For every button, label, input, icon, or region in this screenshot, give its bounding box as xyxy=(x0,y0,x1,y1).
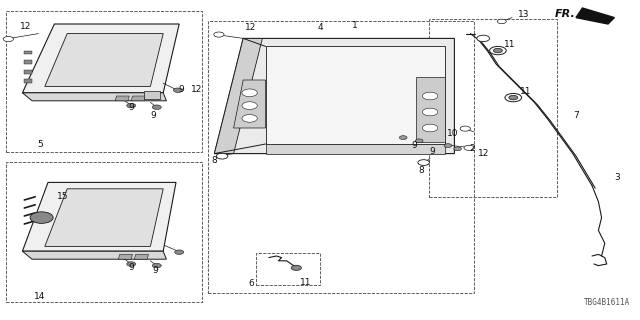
Text: 14: 14 xyxy=(34,292,45,301)
Bar xyxy=(24,51,32,54)
Text: 15: 15 xyxy=(57,192,68,201)
Bar xyxy=(24,70,32,74)
Circle shape xyxy=(490,46,506,55)
Circle shape xyxy=(3,36,13,42)
Polygon shape xyxy=(45,189,163,246)
Text: 7: 7 xyxy=(573,111,579,120)
Text: 9: 9 xyxy=(129,263,134,272)
Circle shape xyxy=(464,145,474,150)
Text: 11: 11 xyxy=(504,40,516,49)
Text: 12: 12 xyxy=(245,23,257,32)
Circle shape xyxy=(242,102,257,109)
Text: 9: 9 xyxy=(429,147,435,156)
Circle shape xyxy=(497,19,506,24)
Circle shape xyxy=(242,115,257,122)
Circle shape xyxy=(454,147,461,151)
Text: 10: 10 xyxy=(447,129,459,138)
Text: 4: 4 xyxy=(317,23,323,32)
Text: FR.: FR. xyxy=(556,9,576,20)
Polygon shape xyxy=(22,93,166,101)
Text: 9: 9 xyxy=(179,85,184,94)
Polygon shape xyxy=(214,38,262,154)
Circle shape xyxy=(399,136,407,140)
Polygon shape xyxy=(115,96,129,101)
Text: TBG4B1611A: TBG4B1611A xyxy=(584,298,630,307)
Circle shape xyxy=(422,92,438,100)
Text: 12: 12 xyxy=(20,22,31,31)
Circle shape xyxy=(415,139,423,143)
Polygon shape xyxy=(266,46,445,144)
Circle shape xyxy=(30,212,53,223)
Circle shape xyxy=(127,103,136,108)
Bar xyxy=(208,21,474,293)
Text: 12: 12 xyxy=(477,149,489,158)
Circle shape xyxy=(152,263,161,268)
Text: 2: 2 xyxy=(470,144,475,153)
Bar xyxy=(24,79,32,83)
Text: 8: 8 xyxy=(212,156,217,165)
Circle shape xyxy=(173,88,182,92)
Circle shape xyxy=(214,32,224,37)
Circle shape xyxy=(152,105,161,109)
Text: 5: 5 xyxy=(37,140,42,149)
Polygon shape xyxy=(576,8,614,24)
Bar xyxy=(429,19,557,197)
Polygon shape xyxy=(416,77,445,142)
Text: 1: 1 xyxy=(353,21,358,30)
Circle shape xyxy=(477,35,490,42)
Circle shape xyxy=(216,153,228,159)
Polygon shape xyxy=(234,80,266,128)
Polygon shape xyxy=(45,34,163,86)
Polygon shape xyxy=(22,251,166,259)
Polygon shape xyxy=(134,254,148,259)
Text: 6: 6 xyxy=(249,279,254,288)
Polygon shape xyxy=(118,254,132,259)
Bar xyxy=(6,11,202,152)
Text: 9: 9 xyxy=(153,266,158,275)
Circle shape xyxy=(291,265,301,270)
Polygon shape xyxy=(131,96,145,101)
Circle shape xyxy=(175,250,184,254)
Bar xyxy=(24,60,32,64)
Circle shape xyxy=(127,262,136,266)
Text: 12: 12 xyxy=(191,85,203,94)
Text: 11: 11 xyxy=(520,87,532,96)
Polygon shape xyxy=(22,24,179,93)
Bar xyxy=(144,91,160,99)
Circle shape xyxy=(422,124,438,132)
Text: 11: 11 xyxy=(300,278,312,287)
Circle shape xyxy=(493,48,502,53)
Polygon shape xyxy=(214,38,454,154)
Circle shape xyxy=(418,160,429,165)
Circle shape xyxy=(509,95,518,100)
Bar xyxy=(256,253,320,285)
Circle shape xyxy=(460,126,470,131)
Text: 9: 9 xyxy=(129,103,134,112)
Circle shape xyxy=(505,93,522,102)
Circle shape xyxy=(444,144,452,148)
Text: 9: 9 xyxy=(151,111,156,120)
Text: 8: 8 xyxy=(419,166,424,175)
Polygon shape xyxy=(266,144,445,154)
Circle shape xyxy=(242,89,257,97)
Text: 3: 3 xyxy=(615,173,620,182)
Polygon shape xyxy=(22,182,176,251)
Circle shape xyxy=(422,108,438,116)
Text: 13: 13 xyxy=(518,10,529,19)
Text: 9: 9 xyxy=(412,141,417,150)
Bar xyxy=(6,162,202,302)
